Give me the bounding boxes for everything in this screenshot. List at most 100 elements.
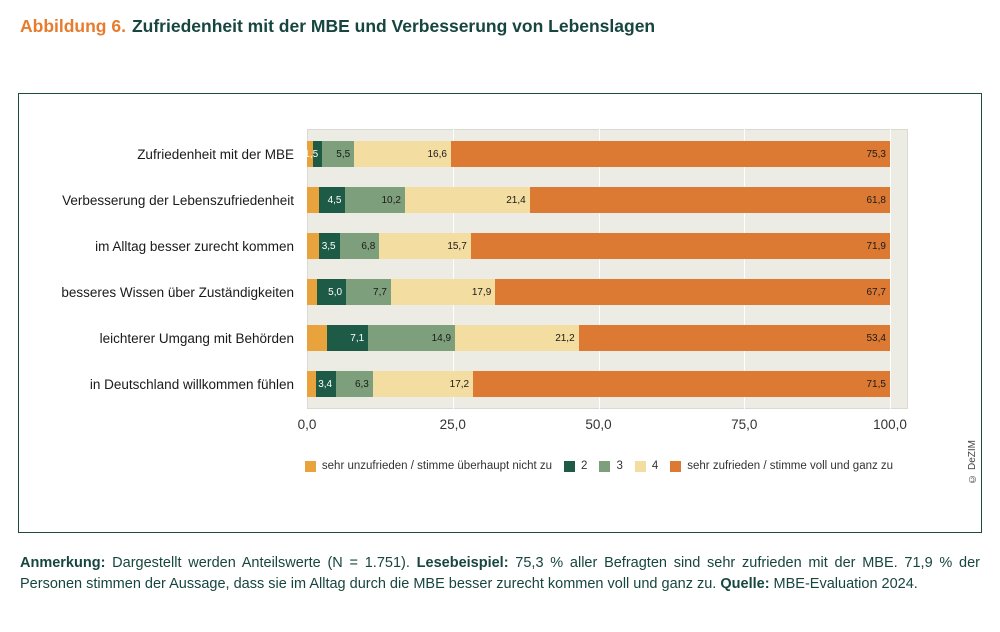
bar-row: leichterer Umgang mit Behörden 7,1 14,9 21,…: [19, 325, 890, 351]
bar-value-label: 53,4: [866, 332, 886, 344]
bar-segment: 21,4: [404, 187, 530, 213]
legend-swatch: [670, 460, 682, 472]
note-text-3: MBE-Evaluation 2024.: [769, 575, 918, 592]
bar-row: Verbesserung der Lebenszufriedenheit 4,5 1…: [19, 187, 890, 213]
bar-track: 1,5 5,5 16,6 75,3: [304, 141, 890, 167]
bar-value-label: 17,9: [471, 286, 492, 298]
bar-value-label: 17,2: [449, 378, 470, 390]
legend-swatch: [564, 460, 576, 472]
bar-segment: 67,7: [495, 279, 890, 305]
bar-segment: 3,4: [316, 371, 337, 397]
bar-segment: [307, 371, 317, 397]
category-label: Zufriedenheit mit der MBE: [137, 146, 294, 162]
bar-segment: 4,5: [319, 187, 346, 213]
figure-number: Abbildung 6.: [20, 16, 126, 36]
legend-label: 2: [581, 460, 588, 472]
bar-value-label: 7,1: [350, 332, 365, 344]
legend-item: 2: [564, 460, 587, 472]
x-axis-tick-label: 25,0: [439, 417, 466, 432]
bar-value-label: 71,5: [866, 378, 886, 390]
bar-value-label: 6,8: [361, 240, 376, 252]
bar-segment: 1,5: [304, 141, 323, 167]
bar-segment: 17,9: [390, 279, 496, 305]
x-axis-ticks: 0,0 25,0 50,0 75,0 100,0: [298, 417, 907, 435]
bar-segment: [307, 325, 327, 351]
bar-track: 5,0 7,7 17,9 67,7: [307, 279, 890, 305]
bar-segment: 61,8: [529, 187, 890, 213]
bar-segment: 21,2: [455, 325, 579, 351]
category-label: im Alltag besser zurecht kommen: [95, 238, 294, 254]
bar-track: 4,5 10,2 21,4 61,8: [307, 187, 890, 213]
bar-segment: 75,3: [450, 141, 890, 167]
category-label: Verbesserung der Lebenszufriedenheit: [62, 192, 294, 208]
legend-item: sehr unzufrieden / stimme überhaupt nich…: [304, 460, 553, 472]
bar-track: 7,1 14,9 21,2 53,4: [307, 325, 890, 351]
bar-value-label: 3,5: [321, 240, 336, 252]
bar-value-label: 3,4: [318, 378, 333, 390]
bar-value-label: 1,5: [304, 148, 319, 160]
bar-segment: 7,7: [346, 279, 391, 305]
note-label-lesebeispiel: Lesebeispiel:: [416, 555, 509, 571]
bar-segment: [307, 279, 317, 305]
bar-segment: 16,6: [354, 141, 451, 167]
x-axis-tick-label: 100,0: [873, 417, 907, 432]
bar-value-label: 4,5: [327, 194, 342, 206]
bar-segment: 71,5: [473, 371, 890, 397]
bar-segment: 10,2: [345, 187, 405, 213]
bar-track: 3,5 6,8 15,7 71,9: [307, 233, 890, 259]
bar-value-label: 71,9: [866, 240, 886, 252]
copyright-note: © DeZIM: [967, 440, 978, 484]
figure-note: Anmerkung: Dargestellt werden Anteilswer…: [20, 553, 980, 594]
legend-label: sehr zufrieden / stimme voll und ganz zu: [687, 460, 894, 472]
bar-value-label: 61,8: [866, 194, 886, 206]
bar-segment: 53,4: [578, 325, 890, 351]
legend: sehr unzufrieden / stimme überhaupt nich…: [289, 460, 909, 472]
bar-value-label: 21,2: [555, 332, 575, 344]
bar-track: 3,4 6,3 17,2 71,5: [307, 371, 890, 397]
bar-value-label: 15,7: [447, 240, 467, 252]
legend-swatch: [634, 460, 646, 472]
legend-item: 4: [634, 460, 658, 472]
category-label: in Deutschland willkommen fühlen: [89, 376, 294, 392]
bar-row: Zufriedenheit mit der MBE 1,5 5,5 16,6 75,3: [19, 141, 890, 167]
bar-value-label: 5,0: [328, 286, 343, 298]
bar-row: in Deutschland willkommen fühlen 3,4 6,3 17…: [19, 371, 890, 397]
note-text-2: 75,3 % aller Befragten sind sehr zufried…: [20, 555, 981, 592]
bar-segment: 5,5: [322, 141, 355, 167]
figure-title: Abbildung 6. Zufriedenheit mit der MBE un…: [20, 14, 980, 38]
chart: Zufriedenheit mit der MBE 1,5 5,5 16,6 75,3 V…: [18, 93, 982, 533]
bar-segment: [307, 141, 314, 167]
figure-title-text: Zufriedenheit mit der MBE und Verbesseru…: [131, 16, 656, 36]
bar-value-label: 6,3: [354, 378, 369, 390]
bar-value-label: 14,9: [431, 332, 452, 344]
category-label: leichterer Umgang mit Behörden: [99, 330, 294, 346]
bar-segment: 17,2: [372, 371, 474, 397]
bar-row: besseres Wissen über Zuständigkeiten 5,0 7…: [19, 279, 890, 305]
bar-value-label: 7,7: [373, 286, 387, 298]
bar-segment: 3,5: [319, 233, 340, 259]
bar-segment: [307, 187, 320, 213]
x-axis-tick-label: 50,0: [585, 417, 612, 432]
legend-swatch: [599, 460, 611, 472]
bar-segment: 6,3: [336, 371, 373, 397]
bar-segment: [307, 233, 320, 259]
bar-value-label: 21,4: [506, 194, 526, 206]
bar-segment: 7,1: [326, 325, 369, 351]
bar-value-label: 75,3: [866, 148, 886, 160]
bar-value-label: 16,6: [427, 148, 447, 160]
x-axis-tick-label: 0,0: [297, 417, 317, 432]
legend-swatch: [304, 460, 316, 472]
legend-label: 3: [616, 460, 623, 472]
plot-area: [307, 129, 908, 409]
bar-value-label: 67,7: [866, 286, 886, 298]
note-label-quelle: Quelle:: [720, 575, 770, 592]
category-label: besseres Wissen über Zuständigkeiten: [61, 284, 294, 300]
legend-item: sehr zufrieden / stimme voll und ganz zu: [670, 460, 893, 472]
bar-row: im Alltag besser zurecht kommen 3,5 6,8 15,…: [19, 233, 890, 259]
legend-label: sehr unzufrieden / stimme überhaupt nich…: [321, 460, 553, 472]
bar-segment: 71,9: [470, 233, 890, 259]
bar-segment: 6,8: [339, 233, 380, 259]
x-axis-tick-label: 75,0: [731, 417, 758, 432]
legend-item: 3: [599, 460, 623, 472]
